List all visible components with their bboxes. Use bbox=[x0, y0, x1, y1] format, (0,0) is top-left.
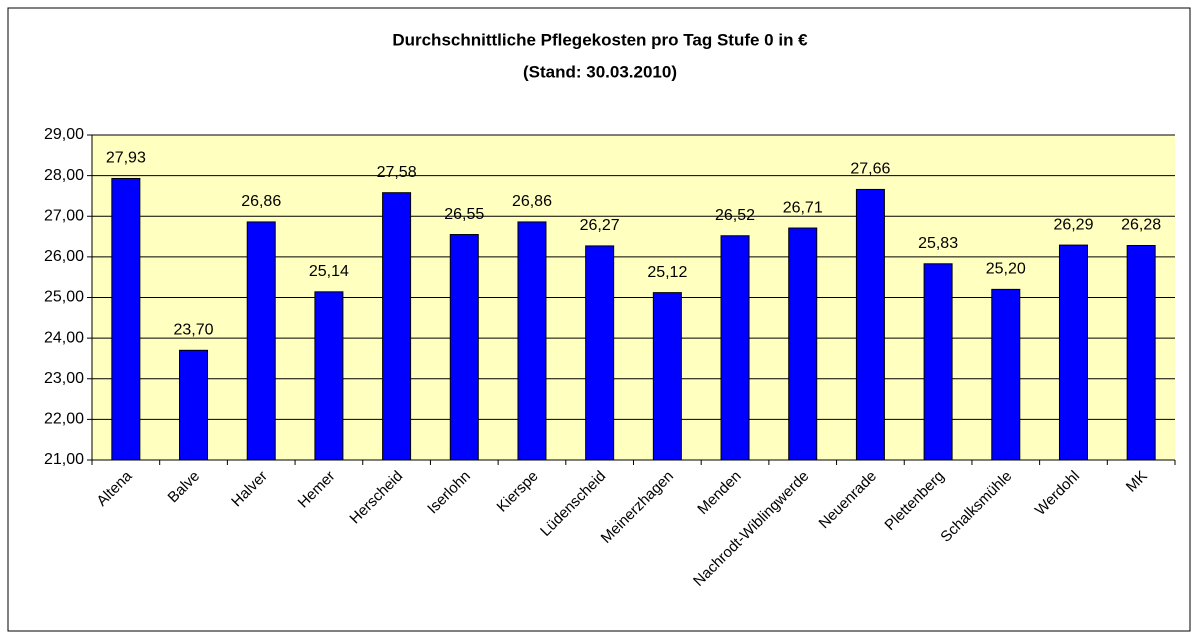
bar bbox=[517, 221, 547, 461]
y-tick-label: 28,00 bbox=[44, 167, 84, 184]
value-label: 25,83 bbox=[918, 235, 958, 252]
value-label: 26,27 bbox=[580, 217, 620, 234]
value-label: 27,93 bbox=[106, 150, 146, 167]
y-tick-label: 22,00 bbox=[44, 411, 84, 428]
chart-subtitle: (Stand: 30.03.2010) bbox=[523, 62, 677, 81]
bar bbox=[179, 349, 209, 461]
bar bbox=[1126, 245, 1156, 461]
bar bbox=[449, 234, 479, 461]
y-tick-label: 27,00 bbox=[44, 207, 84, 224]
bar bbox=[111, 177, 141, 461]
value-label: 25,14 bbox=[309, 263, 349, 280]
bar bbox=[652, 292, 682, 461]
bar bbox=[1058, 244, 1088, 461]
y-tick-label: 25,00 bbox=[44, 289, 84, 306]
value-label: 25,20 bbox=[986, 261, 1026, 278]
y-tick-label: 26,00 bbox=[44, 248, 84, 265]
value-label: 26,29 bbox=[1053, 216, 1093, 233]
chart-title: Durchschnittliche Pflegekosten pro Tag S… bbox=[392, 30, 808, 49]
y-tick-label: 21,00 bbox=[44, 451, 84, 468]
value-label: 26,86 bbox=[241, 193, 281, 210]
value-label: 27,66 bbox=[850, 161, 890, 178]
value-label: 26,86 bbox=[512, 193, 552, 210]
bar bbox=[855, 188, 885, 461]
value-label: 26,28 bbox=[1121, 217, 1161, 234]
y-tick-label: 29,00 bbox=[44, 126, 84, 143]
bar bbox=[585, 245, 615, 461]
value-label: 25,12 bbox=[647, 264, 687, 281]
value-label: 26,52 bbox=[715, 207, 755, 224]
y-tick-label: 23,00 bbox=[44, 370, 84, 387]
value-label: 23,70 bbox=[174, 322, 214, 339]
bar bbox=[923, 263, 953, 461]
y-tick-label: 24,00 bbox=[44, 329, 84, 346]
bar bbox=[788, 227, 818, 461]
bar bbox=[991, 288, 1021, 461]
bar bbox=[314, 291, 344, 461]
value-label: 26,71 bbox=[783, 199, 823, 216]
value-label: 26,55 bbox=[444, 206, 484, 223]
bar bbox=[720, 235, 750, 461]
bar bbox=[246, 221, 276, 461]
value-label: 27,58 bbox=[377, 164, 417, 181]
bar bbox=[382, 192, 412, 461]
